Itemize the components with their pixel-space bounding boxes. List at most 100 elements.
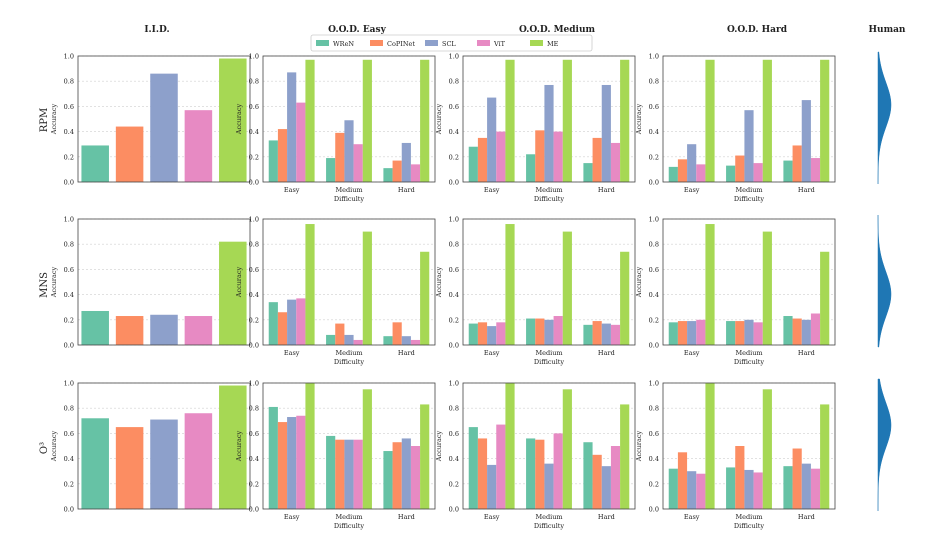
- bar-wren-medium: [526, 154, 536, 182]
- y-axis-label: Accuracy: [435, 430, 443, 462]
- x-tick-label: Easy: [284, 513, 300, 521]
- y-axis-label: Accuracy: [435, 103, 443, 135]
- bar-copinet: [115, 316, 144, 345]
- bar-vit-medium: [353, 439, 363, 509]
- x-axis-label: Difficulty: [734, 195, 765, 203]
- panel-frame: [662, 218, 836, 346]
- x-axis-label: Difficulty: [534, 358, 565, 366]
- bar-vit-hard: [810, 158, 821, 182]
- y-tick-label: 0.2: [649, 316, 659, 324]
- y-tick-label: 1.0: [649, 53, 659, 61]
- y-tick-label: 1.0: [64, 216, 74, 224]
- bar-copinet-easy: [477, 438, 488, 509]
- bar-scl-hard: [401, 142, 411, 182]
- bar-me-medium: [362, 231, 372, 345]
- bar-scl-easy: [487, 326, 497, 345]
- bar-vit-hard: [410, 446, 421, 509]
- bar-wren: [81, 418, 109, 509]
- bar-scl-hard: [601, 466, 611, 509]
- y-tick-label: 0.6: [449, 103, 459, 111]
- bar-me: [219, 241, 247, 345]
- panel-mns-o-o-d-medium: 0.0 0.2 0.4 0.6 0.8 1.0 Accuracy Easy Medium Hard…: [435, 216, 636, 366]
- bar-copinet-hard: [392, 322, 402, 345]
- x-tick-label: Hard: [798, 513, 815, 521]
- x-tick-label: Medium: [535, 513, 562, 521]
- panel-mns-o-o-d-easy: 0.0 0.2 0.4 0.6 0.8 1.0 Accuracy Easy Medium Hard…: [235, 216, 436, 366]
- x-tick-label: Hard: [598, 186, 615, 194]
- bar-scl-easy: [487, 464, 497, 509]
- y-tick-label: 0.0: [249, 506, 259, 514]
- bar-copinet-easy: [477, 137, 488, 182]
- bar-me-medium: [762, 59, 772, 182]
- legend-swatch-copinet: [370, 40, 383, 46]
- y-tick-label: 0.8: [249, 78, 259, 86]
- bar-me-hard: [420, 404, 430, 509]
- panel-o-o-o-d-easy: 0.0 0.2 0.4 0.6 0.8 1.0 Accuracy Easy Medium Hard…: [235, 380, 436, 530]
- column-title-ood-easy: O.O.D. Easy: [328, 25, 386, 35]
- bar-me-medium: [762, 231, 772, 345]
- human-density-mns: [877, 214, 892, 348]
- bar-scl-medium: [544, 463, 554, 509]
- y-axis-label: Accuracy: [50, 103, 58, 135]
- bar-vit-hard: [410, 164, 421, 182]
- y-tick-label: 1.0: [649, 380, 659, 388]
- bar-me-hard: [420, 251, 430, 345]
- y-tick-label: 0.2: [64, 316, 74, 324]
- bar-copinet-hard: [792, 448, 802, 509]
- x-axis-label: Difficulty: [534, 195, 565, 203]
- y-tick-label: 0.4: [64, 128, 74, 136]
- bar-wren-hard: [783, 160, 793, 182]
- panel-frame: [262, 218, 436, 346]
- y-tick-label: 0.0: [649, 506, 659, 514]
- y-tick-label: 0.8: [649, 405, 659, 413]
- y-tick-label: 0.0: [64, 179, 74, 187]
- y-tick-label: 0.4: [649, 128, 659, 136]
- y-tick-label: 0.4: [449, 128, 459, 136]
- bar-vit-easy: [296, 102, 306, 182]
- bar-scl-easy: [287, 299, 297, 345]
- bar-vit-easy: [696, 319, 706, 345]
- x-axis-label: Difficulty: [334, 522, 365, 530]
- bar-me-easy: [705, 383, 715, 509]
- panel-frame: [662, 382, 836, 510]
- y-tick-label: 1.0: [449, 53, 459, 61]
- x-tick-label: Easy: [484, 513, 500, 521]
- panel-frame: [262, 382, 436, 510]
- x-axis-label: Difficulty: [534, 522, 565, 530]
- bar-scl-medium: [344, 120, 354, 182]
- bar-scl-hard: [801, 100, 811, 182]
- y-axis-label: Accuracy: [235, 266, 243, 298]
- row-label-o3: O³: [39, 442, 50, 454]
- y-tick-label: 0.2: [449, 480, 459, 488]
- bar-copinet-easy: [277, 422, 288, 509]
- y-axis-label: Accuracy: [50, 430, 58, 462]
- y-tick-label: 0.0: [249, 342, 259, 350]
- y-tick-label: 0.2: [249, 153, 259, 161]
- y-tick-label: 0.8: [249, 241, 259, 249]
- bar-me: [219, 58, 247, 182]
- bar-wren-medium: [526, 438, 536, 509]
- bar-scl-hard: [601, 84, 611, 182]
- bar-wren-hard: [383, 336, 393, 345]
- bar-me-hard: [620, 59, 630, 182]
- x-tick-label: Easy: [284, 186, 300, 194]
- bar-copinet-medium: [735, 446, 745, 509]
- x-tick-label: Hard: [798, 349, 815, 357]
- panel-o-o-o-d-hard: 0.0 0.2 0.4 0.6 0.8 1.0 Accuracy Easy Medium Hard…: [635, 380, 836, 530]
- bar-me-easy: [705, 59, 715, 182]
- bar-wren-medium: [526, 318, 536, 345]
- panel-frame: [262, 55, 436, 183]
- bar-vit-medium: [753, 163, 763, 182]
- bar-vit-medium: [553, 316, 563, 345]
- bar-wren-medium: [326, 334, 336, 345]
- x-tick-label: Hard: [598, 349, 615, 357]
- panel-frame: [462, 55, 636, 183]
- y-tick-label: 0.0: [449, 506, 459, 514]
- legend-label-vit: ViT: [493, 40, 506, 48]
- y-tick-label: 0.6: [249, 103, 259, 111]
- x-tick-label: Medium: [335, 513, 362, 521]
- bar-vit-medium: [553, 433, 563, 509]
- bar-wren-medium: [726, 165, 736, 182]
- x-tick-label: Easy: [484, 186, 500, 194]
